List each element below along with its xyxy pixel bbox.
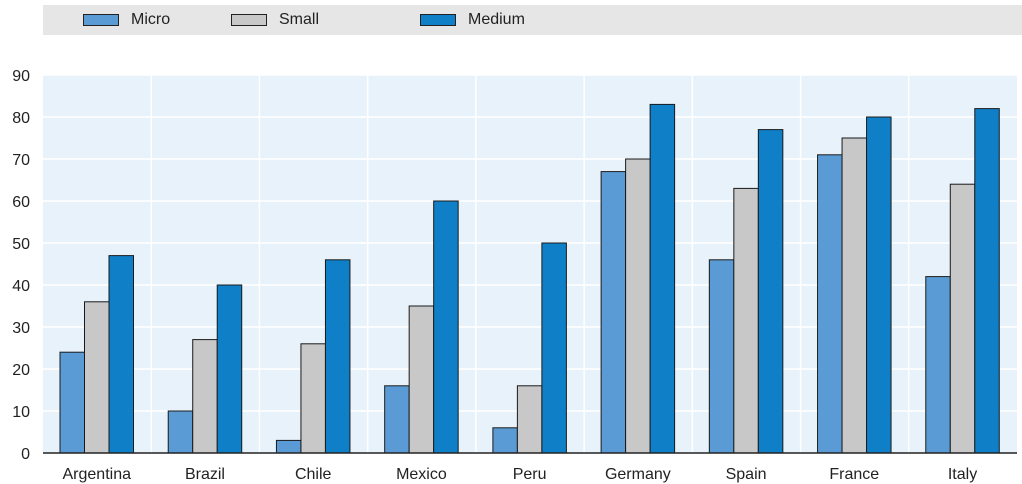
- bar-medium-france: [866, 116, 892, 454]
- y-tick-labels: 0 10 20 30 40 50 60 70 80 90: [12, 68, 30, 463]
- bar-medium-spain: [757, 129, 784, 454]
- bar-small-chile: [300, 343, 326, 454]
- x-tick-labels: Argentina Brazil Chile Mexico Peru Germany Spa…: [63, 466, 978, 483]
- bars: [59, 103, 1000, 454]
- bar-medium-brazil: [216, 284, 243, 454]
- bar-small-france: [841, 137, 868, 454]
- y-tick-label: 20: [12, 362, 30, 379]
- bar-micro-peru: [492, 427, 518, 454]
- y-tick-label: 50: [12, 236, 30, 253]
- x-tick-label-peru: Peru: [513, 466, 547, 483]
- y-tick-label: 60: [12, 194, 30, 211]
- bar-medium-germany: [649, 103, 676, 454]
- x-tick-label-italy: Italy: [948, 466, 977, 483]
- legend-label-small: Small: [279, 11, 320, 28]
- bar-medium-mexico: [433, 200, 459, 454]
- y-tick-label: 80: [12, 110, 30, 127]
- y-tick-label: 0: [21, 446, 30, 463]
- x-tick-label-chile: Chile: [295, 466, 332, 483]
- legend-item-small: Small: [231, 5, 319, 35]
- legend-swatch-small: [231, 14, 267, 26]
- legend-swatch-medium: [420, 14, 456, 26]
- bar-medium-italy: [974, 108, 1000, 454]
- bar-micro-brazil: [167, 410, 194, 454]
- bar-micro-argentina: [59, 351, 85, 454]
- bar-small-italy: [949, 183, 976, 454]
- bar-small-spain: [733, 187, 759, 454]
- bar-micro-italy: [925, 276, 951, 454]
- legend: Micro Small Medium: [43, 5, 1022, 35]
- bar-micro-france: [817, 154, 843, 454]
- bar-small-brazil: [192, 339, 218, 454]
- bar-small-mexico: [408, 305, 435, 454]
- bar-micro-mexico: [384, 385, 410, 454]
- x-tick-label-germany: Germany: [605, 466, 671, 483]
- bar-small-germany: [625, 158, 651, 454]
- y-tick-label: 30: [12, 320, 30, 337]
- y-tick-label: 70: [12, 152, 30, 169]
- bar-small-peru: [516, 385, 543, 454]
- y-tick-label: 90: [12, 68, 30, 85]
- legend-label-medium: Medium: [468, 11, 525, 28]
- legend-swatch-micro: [83, 14, 119, 26]
- y-tick-label: 40: [12, 278, 30, 295]
- bar-medium-peru: [541, 242, 567, 454]
- legend-item-medium: Medium: [420, 5, 525, 35]
- x-tick-label-france: France: [829, 466, 879, 483]
- legend-item-micro: Micro: [83, 5, 170, 35]
- x-tick-label-mexico: Mexico: [396, 466, 447, 483]
- bar-small-argentina: [84, 301, 110, 454]
- legend-label-micro: Micro: [131, 11, 171, 28]
- bar-micro-chile: [275, 439, 302, 454]
- bar-medium-chile: [324, 259, 351, 454]
- bar-medium-argentina: [108, 255, 134, 454]
- x-tick-label-brazil: Brazil: [185, 466, 225, 483]
- y-tick-label: 10: [12, 404, 30, 421]
- bar-micro-spain: [708, 259, 735, 454]
- x-tick-label-argentina: Argentina: [63, 466, 132, 483]
- bar-micro-germany: [600, 171, 627, 454]
- x-tick-label-spain: Spain: [726, 466, 767, 483]
